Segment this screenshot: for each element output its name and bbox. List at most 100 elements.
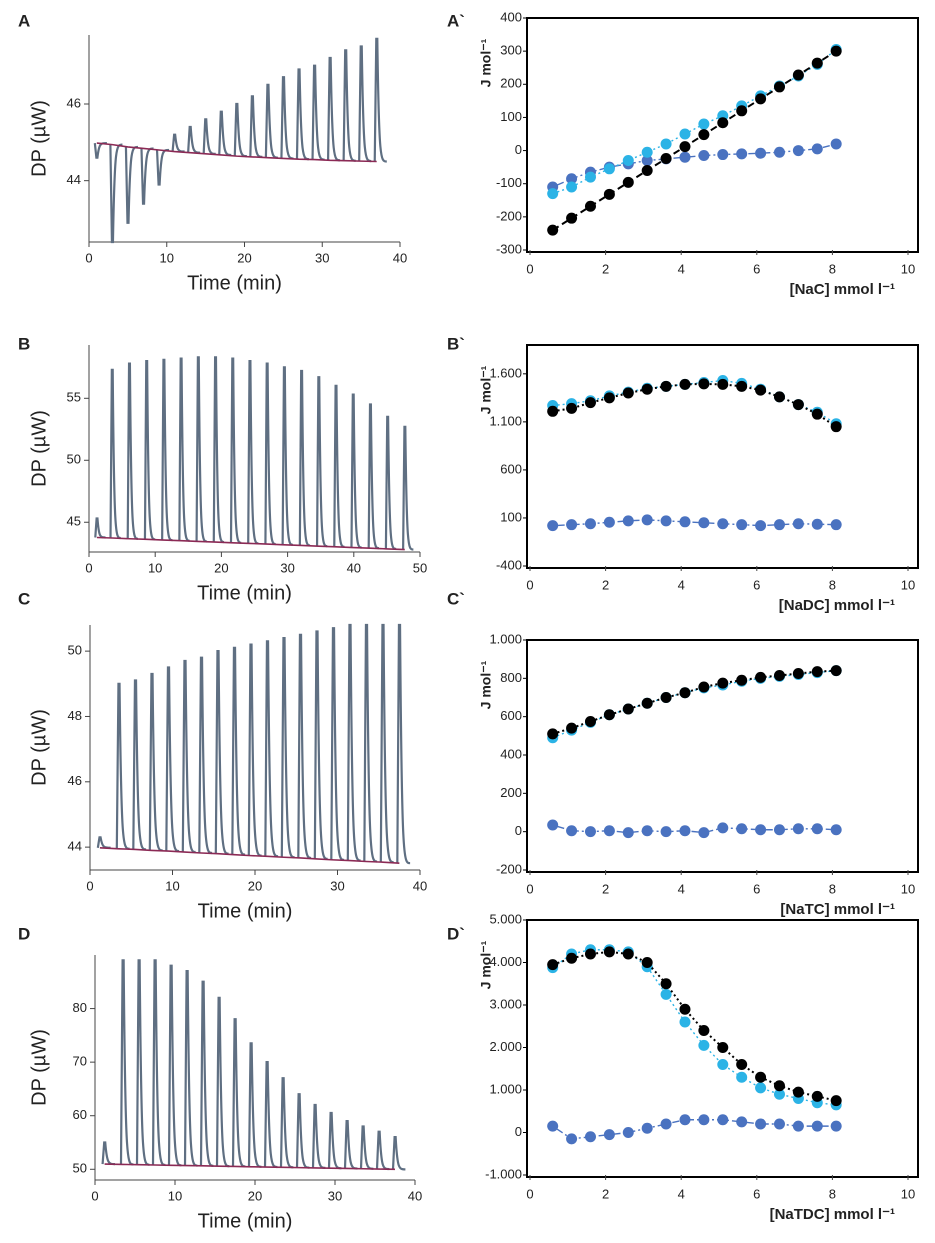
y-tick-label: 2.000 <box>489 1039 522 1054</box>
series-line <box>552 950 837 1102</box>
data-point <box>717 518 729 530</box>
injection-peak <box>119 959 134 1166</box>
data-point <box>830 421 842 433</box>
x-tick-label: 6 <box>753 577 760 592</box>
baseline <box>96 142 377 163</box>
x-tick-label: 2 <box>602 261 609 276</box>
injection-peak <box>363 623 378 863</box>
x-axis-label: [NaC] mmol l⁻¹ <box>790 281 895 298</box>
data-point <box>566 825 578 837</box>
x-tick-label: 40 <box>393 250 407 265</box>
x-tick-label: 0 <box>86 878 93 893</box>
injection-peak <box>327 1111 342 1170</box>
y-tick-label: 100 <box>500 509 522 524</box>
data-point <box>755 1071 767 1083</box>
x-tick-label: 30 <box>315 250 329 265</box>
y-tick-label: -200 <box>496 861 522 876</box>
injection-peak <box>311 64 325 161</box>
injection-peak <box>202 118 216 155</box>
data-point <box>736 1071 748 1083</box>
x-tick-label: 0 <box>85 560 92 575</box>
y-tick-label: -400 <box>496 557 522 572</box>
y-tick-label: 50 <box>67 452 81 467</box>
data-point <box>566 212 578 224</box>
injection-peak <box>367 403 380 550</box>
injection-peak <box>313 630 328 860</box>
injection-peak <box>247 360 259 545</box>
x-tick-label: 8 <box>829 881 836 896</box>
y-tick-label: 46 <box>68 773 82 788</box>
injection-peak <box>198 656 213 855</box>
injection-peak <box>215 996 230 1168</box>
y-tick-label: -1.000 <box>485 1166 522 1181</box>
injection-peak <box>358 45 372 163</box>
x-tick-label: 20 <box>214 560 228 575</box>
data-point <box>679 687 691 699</box>
x-tick-label: 2 <box>602 1186 609 1201</box>
x-tick-label: 30 <box>330 878 344 893</box>
x-tick-label: 6 <box>753 261 760 276</box>
injection-peak <box>94 517 106 539</box>
x-tick-label: 2 <box>602 881 609 896</box>
injection-peak <box>263 1061 278 1169</box>
injection-peak <box>343 1119 358 1170</box>
data-point <box>773 1088 785 1100</box>
data-point <box>603 1129 615 1141</box>
y-tick-label: 55 <box>67 390 81 405</box>
injection-peak <box>279 1077 294 1169</box>
injection-peak <box>155 148 170 186</box>
y-tick-label: 200 <box>500 76 522 91</box>
x-axis-label: Time (min) <box>198 900 293 922</box>
y-axis-label: DP (µW) <box>28 100 50 177</box>
series-line <box>552 519 837 527</box>
y-axis-label: J mol⁻¹ <box>478 38 494 87</box>
data-point <box>698 827 710 839</box>
injection-peak <box>280 636 295 859</box>
y-tick-label: 800 <box>500 670 522 685</box>
y-tick-label: 1.000 <box>489 1081 522 1096</box>
y-tick-label: 0 <box>515 1124 522 1139</box>
data-point <box>679 151 691 163</box>
injection-peak <box>140 147 154 205</box>
data-point <box>698 681 710 693</box>
x-tick-label: 4 <box>678 1186 685 1201</box>
data-point <box>641 164 653 176</box>
injection-peak <box>396 623 411 865</box>
y-tick-label: 50 <box>68 643 82 658</box>
y-axis-label: DP (µW) <box>28 1029 50 1106</box>
y-tick-label: 50 <box>73 1161 87 1176</box>
data-point <box>679 516 691 528</box>
data-point <box>622 155 634 167</box>
data-point <box>773 824 785 836</box>
data-point <box>830 1120 842 1132</box>
injection-peak <box>148 672 163 852</box>
data-point <box>773 1118 785 1130</box>
data-point <box>755 1082 767 1094</box>
data-point <box>717 822 729 834</box>
x-tick-label: 40 <box>347 560 361 575</box>
y-tick-label: 80 <box>73 1000 87 1015</box>
data-point <box>792 145 804 157</box>
injection-peak <box>379 623 394 864</box>
data-point <box>679 1016 691 1028</box>
panel-label: A` <box>447 11 465 30</box>
x-tick-label: 8 <box>829 261 836 276</box>
injection-peak <box>161 358 173 542</box>
data-point <box>679 378 691 390</box>
injection-peak <box>109 143 123 244</box>
y-tick-label: 1.100 <box>489 413 522 428</box>
x-tick-label: 10 <box>901 261 915 276</box>
data-point <box>811 518 823 530</box>
injection-peak <box>326 56 341 162</box>
data-point <box>698 118 710 130</box>
x-tick-label: 4 <box>678 577 685 592</box>
baseline <box>99 846 400 864</box>
data-point <box>622 515 634 527</box>
data-point <box>547 520 559 532</box>
data-point <box>698 1025 710 1036</box>
data-point <box>755 93 767 105</box>
data-point <box>811 823 823 835</box>
injection-peak <box>126 362 139 540</box>
data-point <box>792 823 804 835</box>
